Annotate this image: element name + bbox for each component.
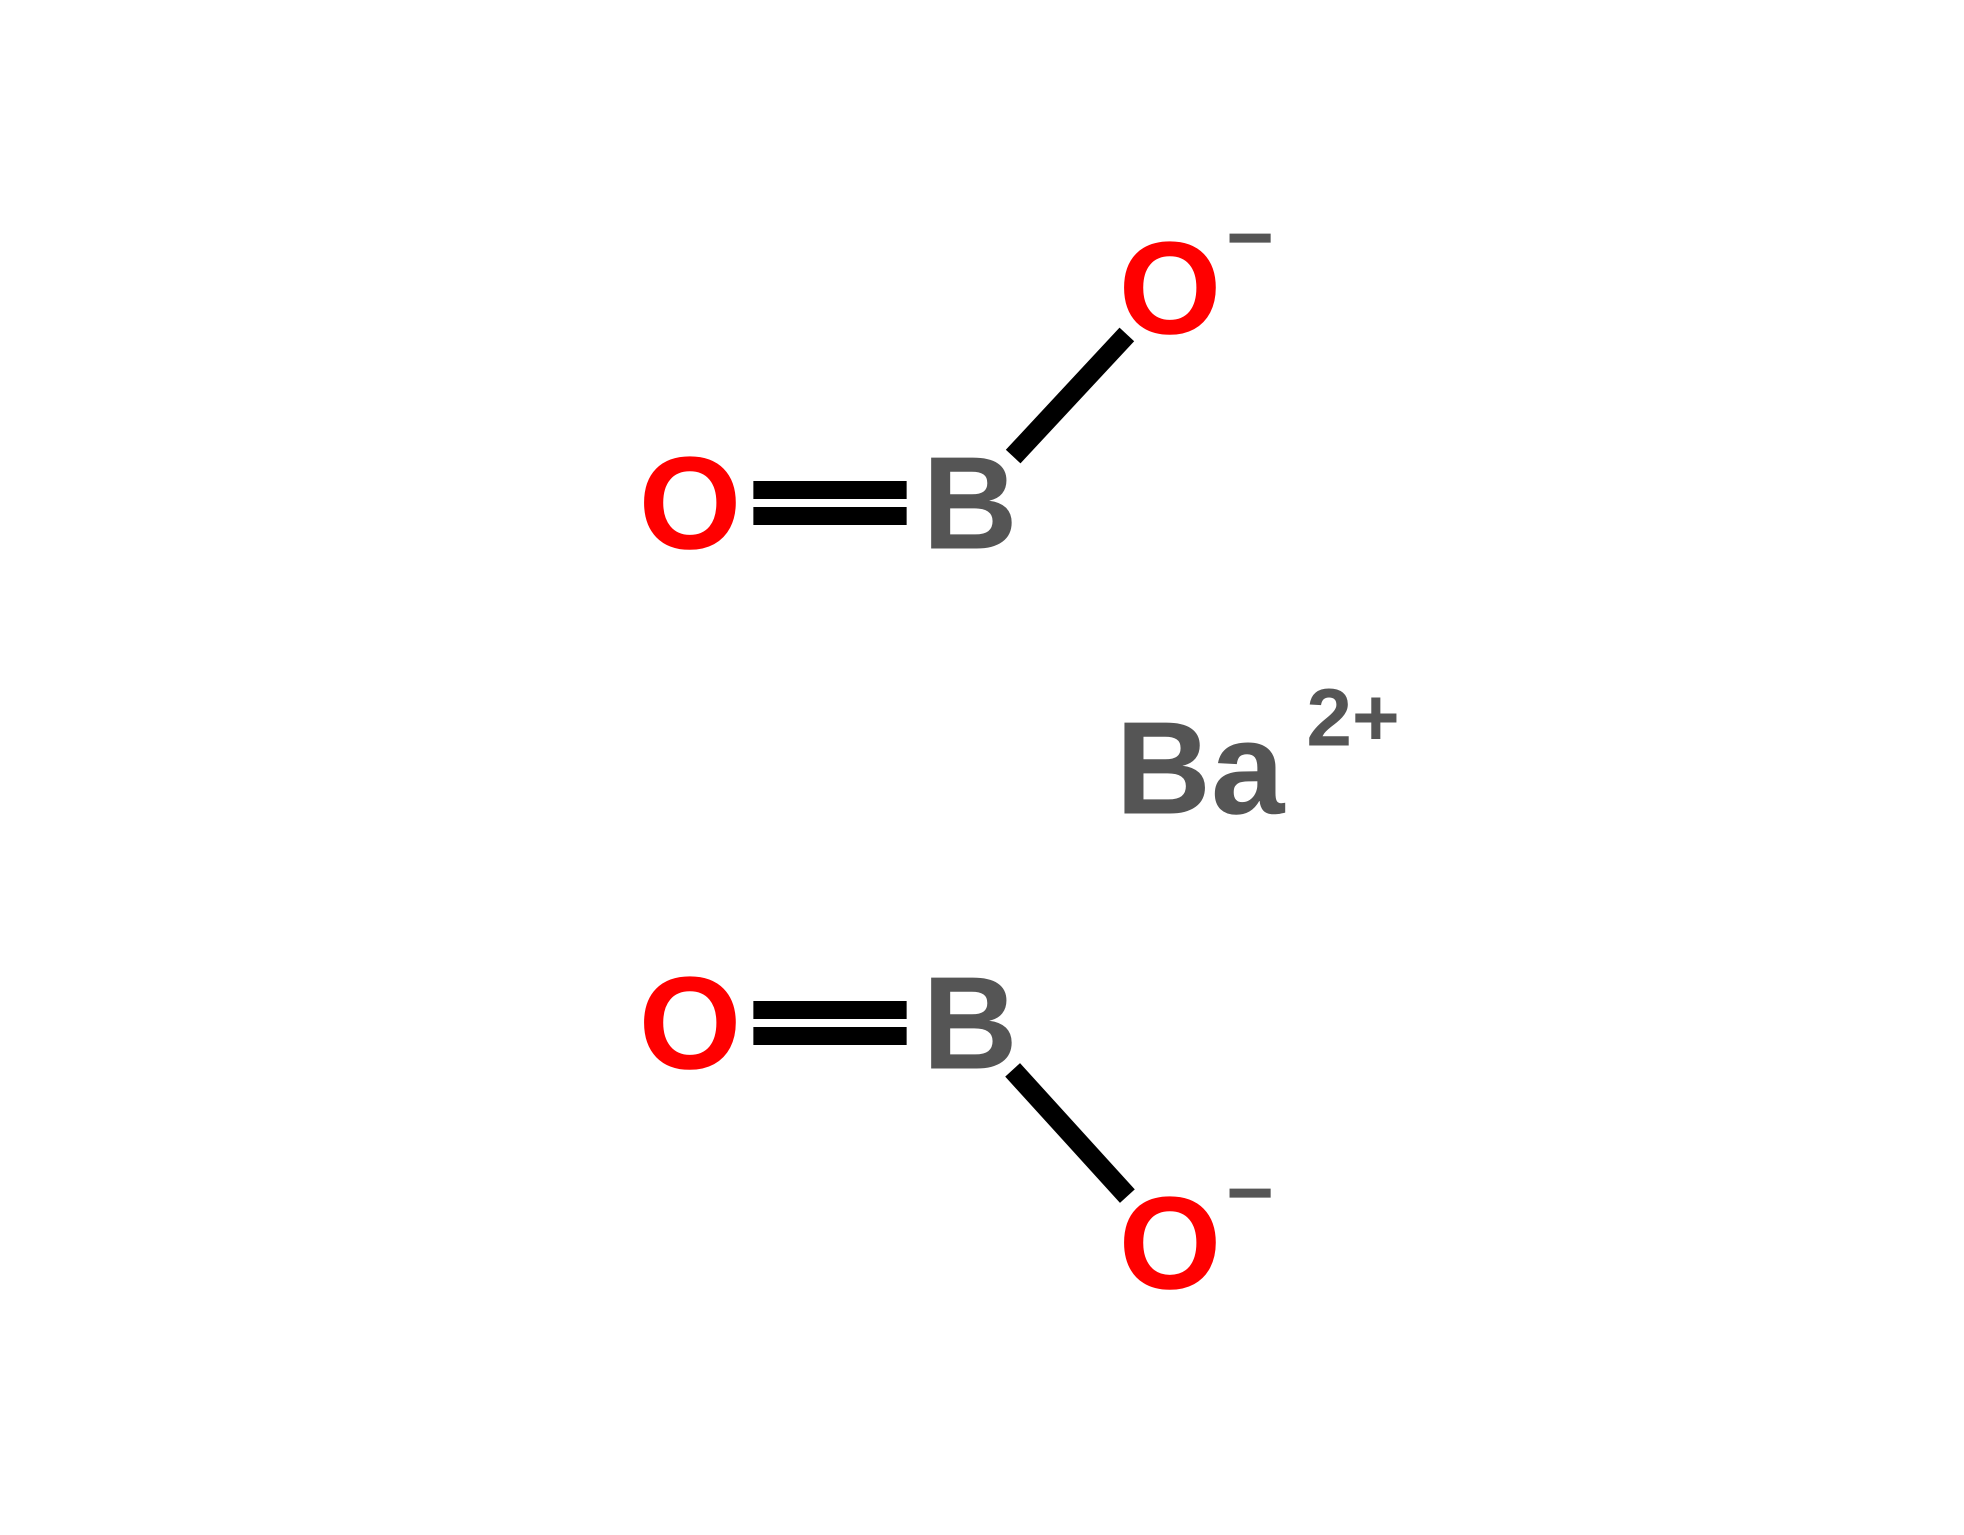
atom-label-o: O (1119, 214, 1222, 361)
charge-label: 2+ (1306, 672, 1400, 763)
atom-label-o: O (1119, 1169, 1222, 1316)
molecule-diagram: O−BOBa2+OBO− (0, 0, 1964, 1535)
charge-label: − (1226, 192, 1274, 283)
atom-label-o: O (639, 429, 742, 576)
atom-label-o: O (639, 949, 742, 1096)
atom-label-ba: Ba (1116, 694, 1286, 841)
atom-label-b: B (922, 429, 1017, 576)
atom-label-b: B (922, 949, 1017, 1096)
single-bond (1013, 334, 1127, 456)
charge-label: − (1226, 1147, 1274, 1238)
atoms-group: O−BOBa2+OBO− (639, 192, 1400, 1316)
single-bond (1013, 1069, 1128, 1195)
